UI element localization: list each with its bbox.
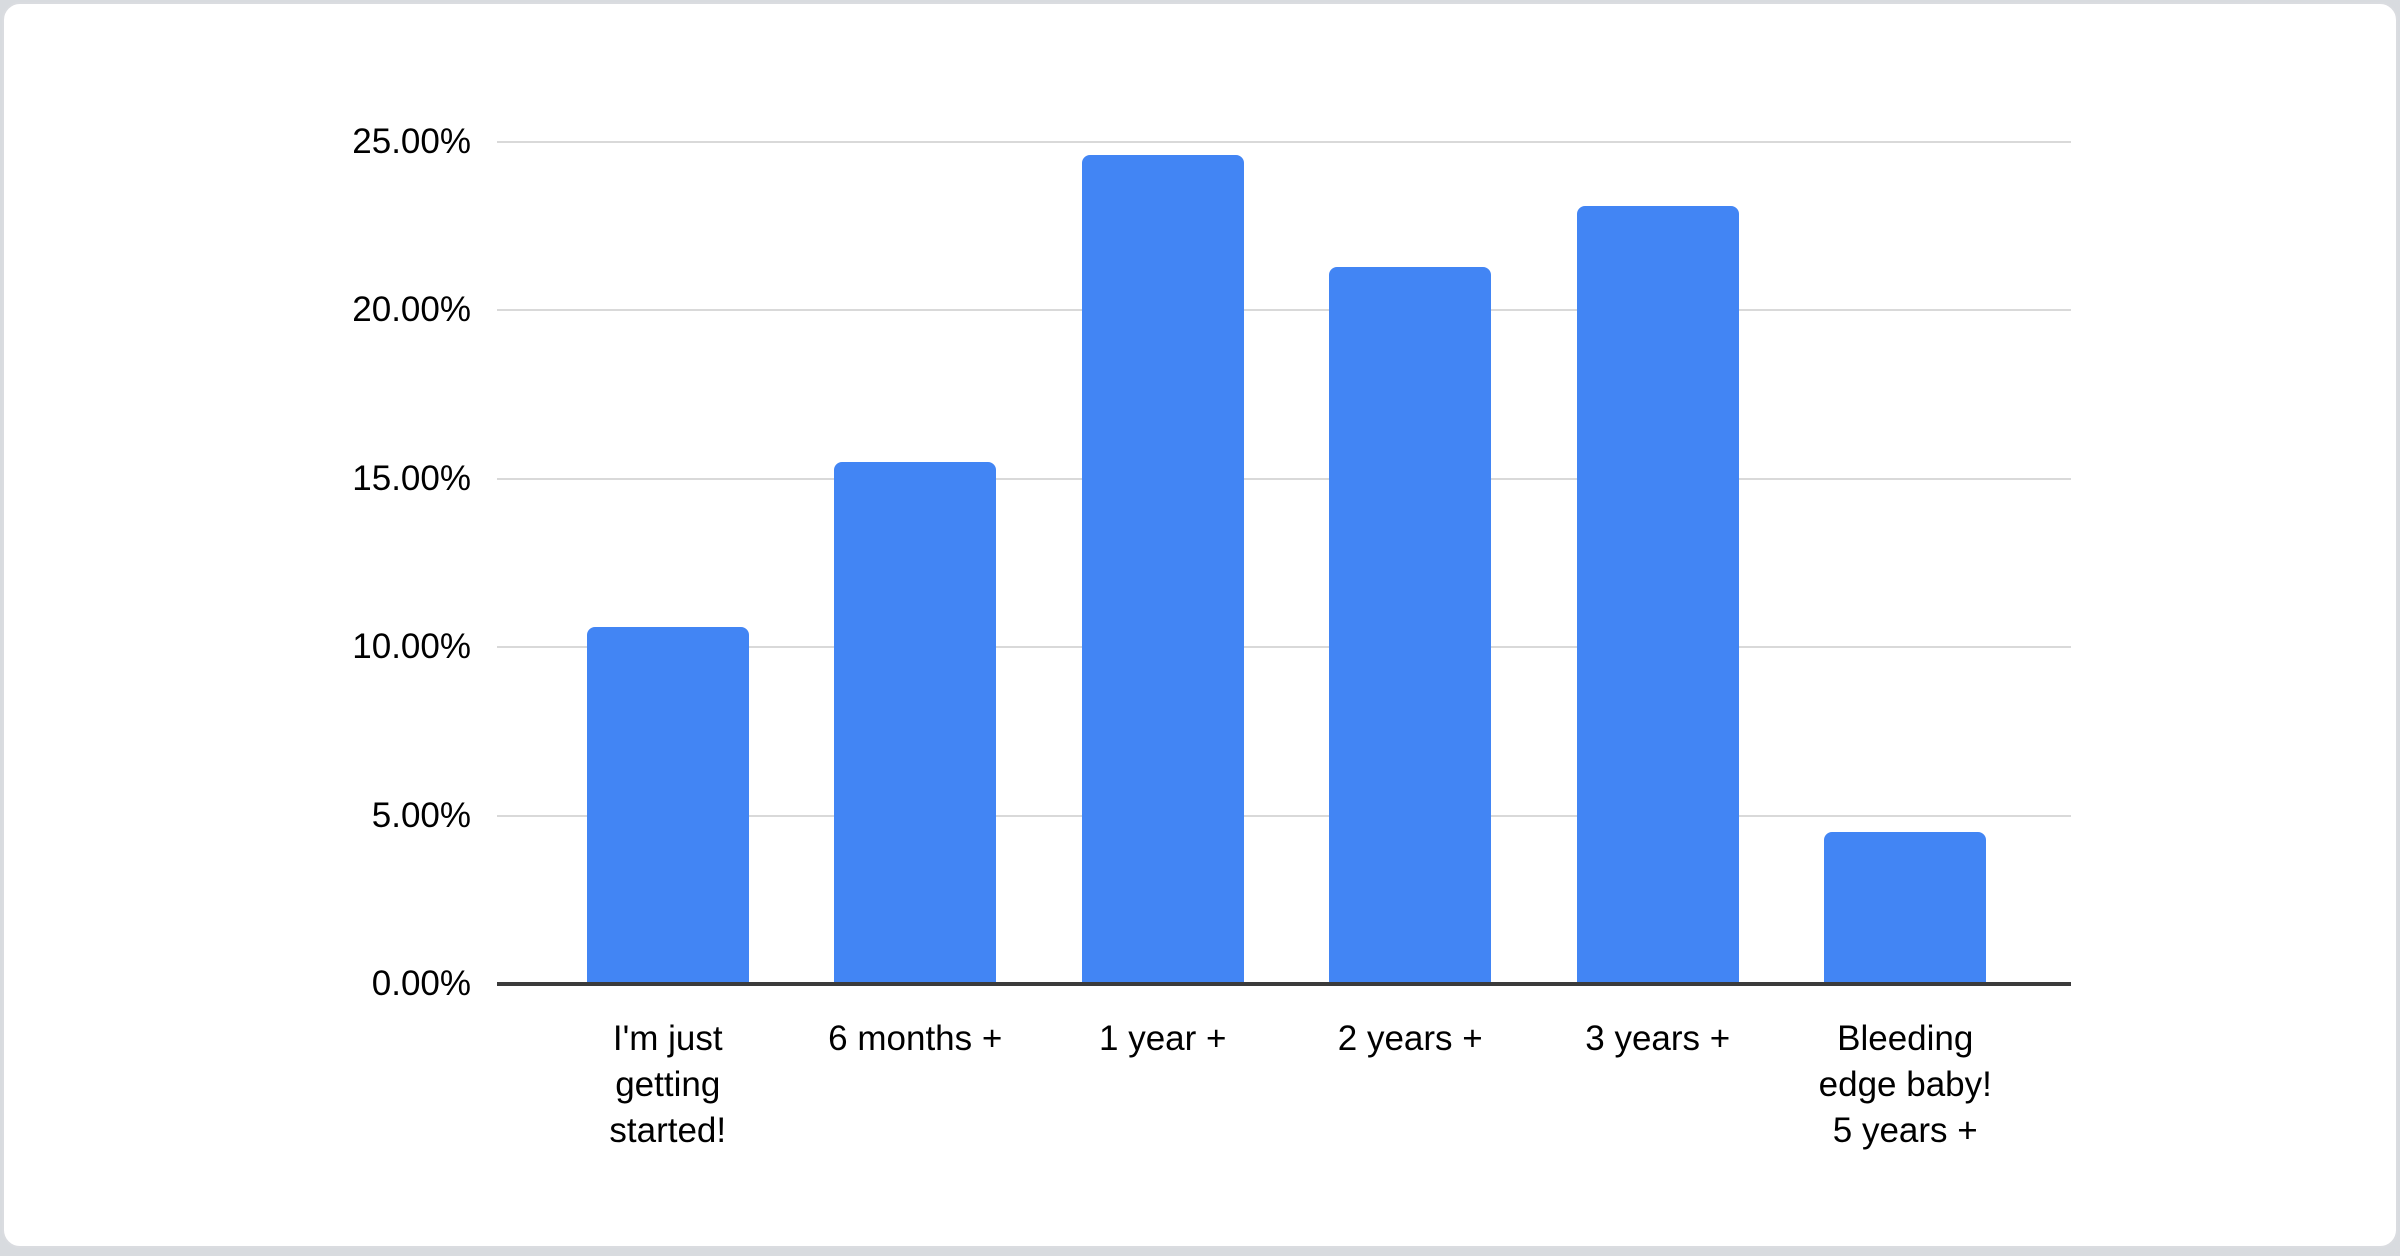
gridline [497, 477, 2071, 480]
x-axis-line [497, 982, 2071, 986]
gridline [497, 309, 2071, 312]
chart-bar-2 [834, 461, 997, 984]
chart-bar-3 [1081, 155, 1244, 984]
x-category-label-line: Bleeding [1837, 1019, 1974, 1058]
chart-bar-4 [1329, 266, 1492, 984]
x-category-label-line: getting [615, 1065, 721, 1104]
x-category-label-line: I'm just [612, 1019, 723, 1058]
x-category-label: 1 year + [1099, 1016, 1226, 1062]
x-category-label-line: started! [609, 1111, 727, 1150]
gridline [497, 646, 2071, 649]
x-category-label: 2 years + [1338, 1016, 1483, 1062]
x-category-label: I'm just getting started! [609, 1016, 726, 1154]
y-tick-label: 20.00% [352, 290, 471, 330]
bar-chart: 0.00% 5.00% 10.00% 15.00% 20.00% 25.00% I'm j… [4, 4, 2396, 1246]
gridline [497, 814, 2071, 817]
x-category-label-line: 6 months + [828, 1019, 1003, 1058]
x-category-label-line: edge baby! [1818, 1065, 1992, 1104]
y-tick-label: 10.00% [352, 627, 471, 667]
x-category-label: 6 months + [828, 1016, 1002, 1062]
x-category-label: 3 years + [1585, 1016, 1730, 1062]
x-category-label-line: 3 years + [1585, 1019, 1731, 1058]
plot-area [497, 141, 2071, 986]
chart-bar-6 [1824, 832, 1987, 984]
y-tick-label: 15.00% [352, 458, 471, 498]
chart-bar-1 [586, 627, 749, 984]
y-tick-label: 25.00% [352, 122, 471, 161]
x-category-label: Bleeding edge baby! 5 years + [1819, 1016, 1992, 1154]
gridline [497, 141, 2071, 143]
chart-bar-5 [1576, 206, 1739, 984]
x-category-label-line: 5 years + [1832, 1111, 1978, 1150]
y-tick-label: 5.00% [371, 795, 471, 835]
x-category-label-line: 2 years + [1337, 1019, 1483, 1058]
y-tick-label: 0.00% [371, 964, 471, 1003]
x-category-label-line: 1 year + [1099, 1019, 1227, 1058]
